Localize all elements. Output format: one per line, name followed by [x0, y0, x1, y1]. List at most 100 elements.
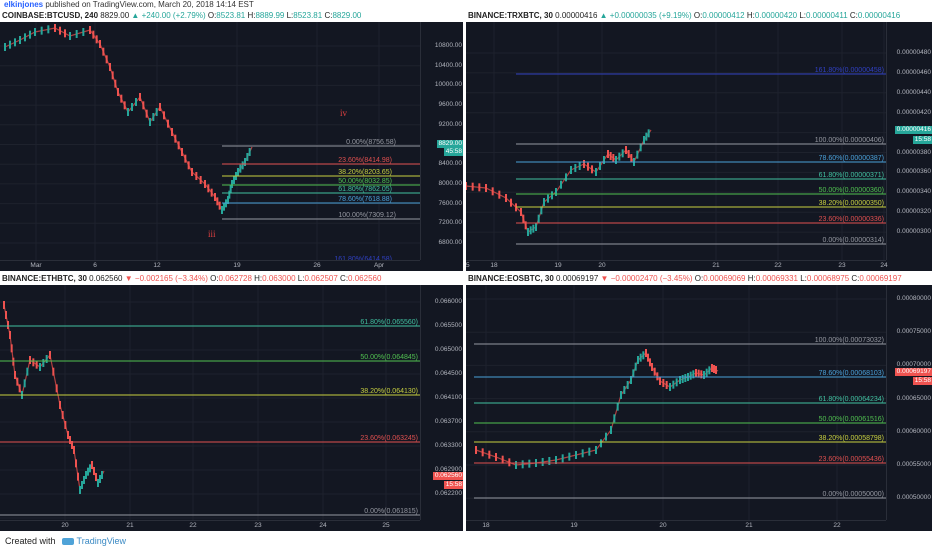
time-axis[interactable]: 18 19 20 21 22 23 24 25: [466, 260, 888, 271]
price-chart[interactable]: 61.80%(0.065560) 50.00%(0.064845) 38.20%(0…: [0, 285, 420, 520]
panel-legend: BINANCE:TRXBTC, 30 0.00000416 ▲ +0.00000…: [466, 9, 932, 22]
candle: [239, 164, 242, 173]
chart-panel-btcusd[interactable]: COINBASE:BTCUSD, 240 8829.00 ▲ +240.00 (…: [0, 9, 463, 271]
candle: [630, 154, 633, 162]
candle: [59, 26, 61, 35]
candle: [522, 214, 525, 223]
candle: [32, 358, 35, 367]
candle: [114, 79, 117, 88]
grid-lines: [0, 285, 420, 520]
fib-level-label: 100.00%(0.00073032): [815, 337, 884, 344]
time-tick-label: 18: [482, 522, 490, 529]
time-tick-label: 21: [712, 262, 720, 269]
chart-panel-eosbtc[interactable]: BINANCE:EOSBTC, 30 0.00069197 ▼ −0.00002…: [466, 272, 932, 531]
countdown-tag: 15:58: [912, 377, 932, 385]
price-tick-label: 0.062900: [434, 466, 462, 473]
price-tick-label: 0.066000: [434, 298, 462, 305]
time-axis[interactable]: 20 21 22 23 24 25: [0, 520, 420, 531]
candle: [123, 101, 126, 110]
candle: [19, 36, 21, 44]
candle: [488, 450, 491, 459]
low-value: 8523.81: [293, 11, 323, 20]
fib-level-label: 23.60%(0.063245): [360, 435, 418, 442]
publish-header: elkinjones published on TradingView.com,…: [0, 0, 932, 9]
price-axis[interactable]: 0.066000 0.065500 0.065000 0.064500 0.064100…: [420, 285, 463, 520]
price-axis[interactable]: 10800.00 10400.00 10000.00 9600.00 9200.00 88…: [420, 22, 463, 260]
fib-level-label: 38.20%(8203.65): [338, 169, 392, 176]
price-axis[interactable]: 0.00080000 0.00075000 0.00070000 0.00065000…: [886, 285, 932, 520]
panel-legend: BINANCE:ETHBTC, 30 0.062560 ▼ −0.002165 …: [0, 272, 463, 285]
candle: [600, 439, 602, 448]
candle: [174, 134, 177, 143]
time-axis[interactable]: Mar 6 12 19 26 Apr: [0, 260, 420, 271]
candle: [85, 471, 87, 479]
high-value: 0.00000420: [754, 11, 798, 20]
fib-level-label: 61.80%(0.065560): [360, 319, 418, 326]
candle: [77, 472, 79, 481]
candle: [47, 25, 50, 34]
candle: [692, 370, 695, 379]
candle: [91, 461, 93, 469]
price-chart[interactable]: 161.80%(0.00000458) 100.00%(0.00000406) 78…: [466, 22, 886, 260]
candle: [703, 371, 705, 379]
price-tick-label: 0.064100: [434, 394, 462, 401]
price-tick-label: 0.065500: [434, 322, 462, 329]
candle: [560, 180, 562, 189]
last-price-tag: 8829.00: [436, 140, 463, 148]
candle: [29, 356, 31, 364]
chart-panel-trxbtc[interactable]: BINANCE:TRXBTC, 30 0.00000416 ▲ +0.00000…: [466, 9, 932, 271]
candle: [588, 447, 591, 456]
chart-panel-ethbtc[interactable]: BINANCE:ETHBTC, 30 0.062560 ▼ −0.002165 …: [0, 272, 463, 531]
candle: [578, 162, 581, 170]
price-tick-label: 0.00000420: [896, 108, 931, 116]
candle: [603, 156, 605, 164]
candle: [510, 198, 512, 207]
candle: [529, 226, 532, 235]
candle: [653, 367, 656, 376]
candle: [40, 26, 43, 35]
low-value: 0.062507: [304, 274, 338, 283]
candle: [71, 441, 73, 449]
time-axis[interactable]: 18 19 20 21 22: [466, 520, 886, 531]
candle: [95, 473, 97, 481]
candle: [642, 351, 645, 360]
candle: [64, 29, 66, 38]
candle: [92, 30, 95, 39]
price-chart[interactable]: 0.00%(8756.58) 23.60%(8414.98) 38.20%(8203…: [0, 22, 420, 260]
candle: [42, 359, 45, 367]
price-tick-label: 0.00000340: [896, 188, 931, 196]
price-axis[interactable]: 0.00000480 0.00000460 0.00000440 0.00000420…: [886, 22, 932, 260]
candle: [647, 353, 649, 362]
candle: [495, 453, 497, 461]
candle: [632, 369, 635, 378]
time-tick-label: Mar: [30, 262, 42, 269]
candle: [4, 43, 6, 51]
candle: [5, 311, 7, 319]
candle: [636, 150, 639, 159]
candle: [35, 360, 38, 369]
author-link[interactable]: elkinjones: [4, 0, 44, 9]
tradingview-link[interactable]: TradingView: [76, 536, 127, 546]
up-arrow-icon: ▲: [599, 11, 608, 20]
price-tick-label: 0.00055000: [896, 461, 931, 468]
change-value: −0.00002470 (−3.45%): [610, 274, 693, 283]
candle: [9, 331, 11, 339]
candle: [607, 150, 609, 158]
candle: [609, 152, 612, 160]
time-tick-label: 22: [774, 262, 782, 269]
candle: [7, 321, 9, 329]
candle: [34, 28, 36, 36]
candle: [471, 182, 474, 191]
fib-level-label: 23.60%(0.00000336): [819, 216, 884, 223]
countdown-tag: 15:58: [443, 481, 463, 489]
price-tick-label: 7200.00: [438, 219, 463, 227]
candle: [647, 129, 650, 138]
price-chart[interactable]: 100.00%(0.00073032) 78.60%(0.00068103) 61.…: [466, 285, 886, 520]
candle: [233, 176, 235, 184]
candle: [651, 363, 653, 371]
price-tick-label: 0.00070000: [896, 361, 931, 369]
candle: [83, 476, 85, 484]
candle: [97, 479, 99, 487]
candle: [491, 187, 494, 196]
candle: [69, 32, 71, 40]
